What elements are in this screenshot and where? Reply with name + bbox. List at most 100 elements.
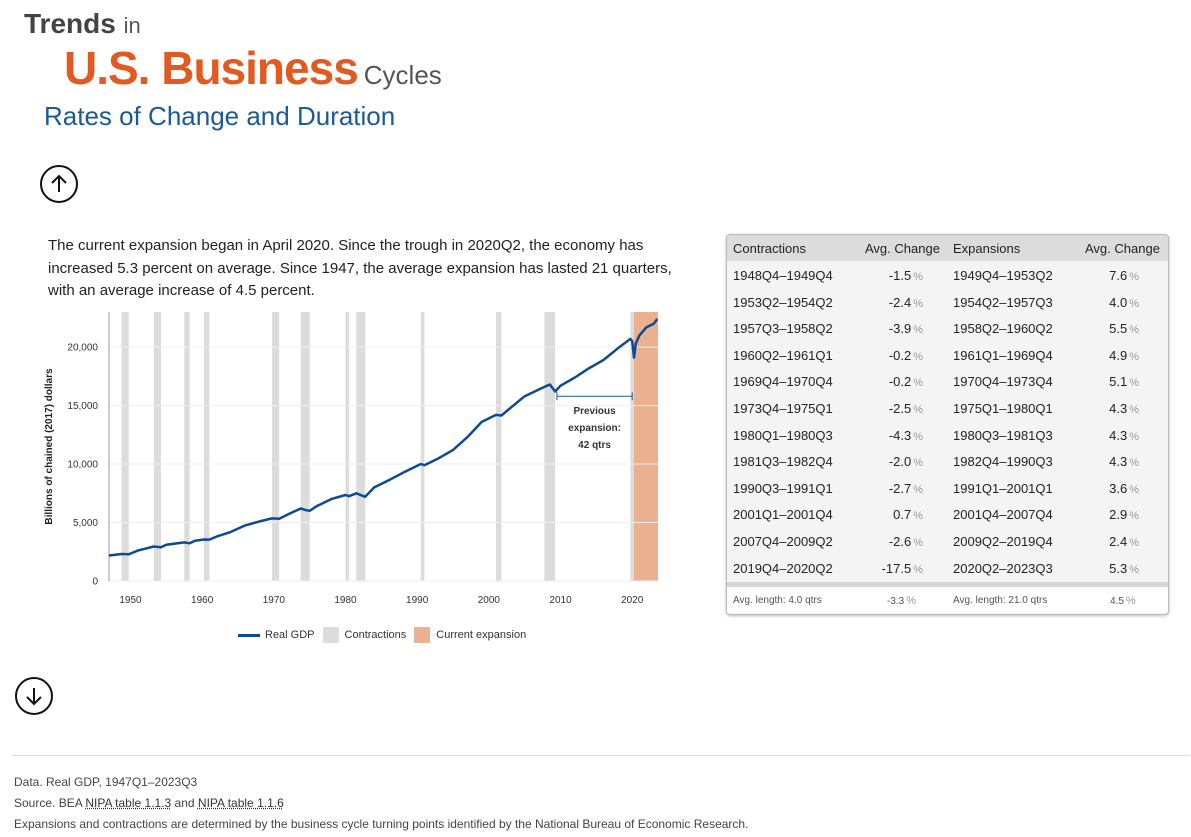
contraction-change: -0.2% — [873, 348, 923, 363]
contraction-change-value: -2.5 — [888, 401, 912, 416]
contraction-period: 1953Q2–1954Q2 — [733, 294, 833, 310]
nipa-table-113-link[interactable]: NIPA table 1.1.3 — [85, 796, 172, 810]
contraction-band — [272, 312, 280, 581]
legend-item-current-expansion[interactable]: Current expansion — [414, 627, 526, 643]
title-trends: Trends in — [24, 8, 141, 40]
pct-sign: % — [913, 324, 923, 337]
contraction-change-value: -4.3 — [888, 427, 912, 443]
intro-text: The current expansion began in April 202… — [48, 237, 672, 299]
expansion-period: 1982Q4–1990Q3 — [953, 454, 1053, 470]
expansion-change: 3.6% — [1089, 481, 1139, 496]
expansion-change: 7.6% — [1089, 268, 1139, 283]
header-contraction-change: Avg. Change — [865, 241, 940, 256]
y-tick-label: 5,000 — [73, 518, 98, 529]
expansion-change-value: 3.6 — [1109, 480, 1128, 496]
pct-sign: % — [913, 404, 923, 416]
y-tick-label: 10,000 — [67, 460, 98, 471]
contraction-change: -2.0% — [873, 454, 923, 469]
legend-swatch-current-expansion — [414, 627, 431, 643]
nipa-table-116-link[interactable]: NIPA table 1.1.6 — [197, 796, 284, 810]
scroll-down-button[interactable] — [15, 677, 53, 715]
note-and: and — [171, 796, 198, 810]
avg-contraction-change: -3.3% — [887, 595, 916, 607]
pct-sign: % — [1125, 595, 1136, 607]
x-tick-label: 2010 — [549, 595, 572, 606]
y-axis-label: Billions of chained (2017) dollars — [44, 368, 55, 525]
expansion-change: 4.9% — [1089, 348, 1139, 363]
expansion-change-value: 2.4 — [1109, 534, 1128, 549]
pct-sign: % — [1129, 430, 1139, 443]
contraction-band — [544, 312, 556, 581]
pct-sign: % — [913, 510, 923, 523]
legend-item-contractions[interactable]: Contractions — [322, 627, 407, 643]
pct-sign: % — [1129, 483, 1139, 496]
legend-swatch-real-gdp — [238, 633, 260, 637]
title-in-word: in — [123, 13, 141, 38]
pct-sign: % — [1129, 350, 1139, 363]
scroll-up-button[interactable] — [40, 165, 78, 203]
legend-label-contractions: Contractions — [344, 629, 407, 641]
expansion-change-value: 5.5 — [1109, 321, 1128, 337]
avg-expansion-change: 4.5% — [1110, 595, 1136, 607]
title-cycles-word: Cycles — [363, 60, 442, 90]
contraction-change: -2.6% — [873, 534, 923, 549]
expansion-change: 5.3% — [1089, 561, 1139, 576]
pct-sign: % — [913, 457, 923, 470]
expansion-period: 2009Q2–2019Q4 — [953, 534, 1053, 549]
x-tick-label: 1960 — [191, 595, 214, 606]
page-subtitle: Rates of Change and Duration — [44, 101, 396, 131]
contraction-period: 1990Q3–1991Q1 — [733, 480, 833, 496]
contraction-change-value: -3.9 — [888, 321, 912, 337]
pct-sign: % — [913, 430, 923, 443]
legend-label-current-expansion: Current expansion — [436, 629, 527, 641]
pct-sign: % — [913, 563, 923, 576]
table-row: 2019Q4–2020Q2 -17.5% 2020Q2–2023Q3 5.3% — [727, 555, 1168, 582]
table-row: 2001Q1–2001Q4 0.7% 2001Q4–2007Q4 2.9% — [727, 501, 1168, 528]
note-source: Source. BEA NIPA table 1.1.3 and NIPA ta… — [14, 793, 748, 814]
cycles-table: Contractions Avg. Change Expansions Avg.… — [726, 234, 1169, 615]
expansion-period: 1980Q3–1981Q3 — [953, 427, 1053, 443]
expansion-change-value: 4.9 — [1109, 347, 1128, 363]
contraction-change: -3.9% — [873, 321, 923, 336]
y-gridlines — [108, 312, 658, 582]
expansion-change: 2.9% — [1089, 507, 1139, 522]
expansion-period: 1975Q1–1980Q1 — [953, 401, 1053, 416]
pct-sign: % — [1129, 457, 1139, 470]
y-tick-label: 15,000 — [67, 401, 98, 412]
contraction-period: 1973Q4–1975Q1 — [733, 401, 833, 416]
y-tick-labels: 0 5,000 10,000 15,000 20,000 — [67, 343, 98, 588]
x-tick-labels: 1950 1960 1970 1980 1990 2000 2010 2020 — [119, 595, 643, 606]
pct-sign: % — [1129, 377, 1139, 390]
legend-item-real-gdp[interactable]: Real GDP — [238, 629, 315, 641]
expansion-period: 1991Q1–2001Q1 — [953, 480, 1053, 496]
chart-legend: Real GDP Contractions Current expansion — [238, 627, 534, 643]
contraction-band — [184, 312, 190, 581]
gdp-line-layer — [108, 318, 659, 557]
expansion-change-value: 5.1 — [1109, 374, 1128, 390]
contraction-band — [356, 312, 366, 581]
table-row: 1973Q4–1975Q1 -2.5% 1975Q1–1980Q1 4.3% — [727, 395, 1168, 422]
expansion-change: 4.3% — [1089, 454, 1139, 469]
arrow-down-icon — [26, 688, 42, 706]
contraction-period: 1980Q1–1980Q3 — [733, 427, 833, 443]
legend-label-real-gdp: Real GDP — [265, 629, 315, 641]
contraction-band — [203, 312, 210, 581]
contraction-period: 2007Q4–2009Q2 — [733, 534, 833, 549]
table-row: 1957Q3–1958Q2 -3.9% 1958Q2–1960Q2 5.5% — [727, 315, 1168, 342]
annotation-text: Previous — [573, 406, 616, 417]
footer-notes: Data. Real GDP, 1947Q1–2023Q3 Source. BE… — [14, 772, 748, 835]
table-row: 1969Q4–1970Q4 -0.2% 1970Q4–1973Q4 5.1% — [727, 368, 1168, 395]
contraction-change-value: -2.6 — [888, 534, 912, 549]
contraction-period: 1969Q4–1970Q4 — [733, 374, 833, 390]
x-tick-label: 2000 — [478, 595, 501, 606]
avg-expansion-change-value: 4.5 — [1110, 596, 1124, 607]
annotation-text: 42 qtrs — [578, 440, 611, 451]
note-data: Data. Real GDP, 1947Q1–2023Q3 — [14, 775, 198, 789]
contraction-band — [153, 312, 161, 581]
y-tick-label: 0 — [92, 577, 98, 588]
contraction-band — [630, 312, 634, 581]
contraction-period: 2019Q4–2020Q2 — [733, 560, 833, 576]
x-tick-label: 1950 — [119, 595, 142, 606]
pct-sign: % — [1129, 404, 1139, 416]
contraction-change: -1.5% — [873, 268, 923, 283]
